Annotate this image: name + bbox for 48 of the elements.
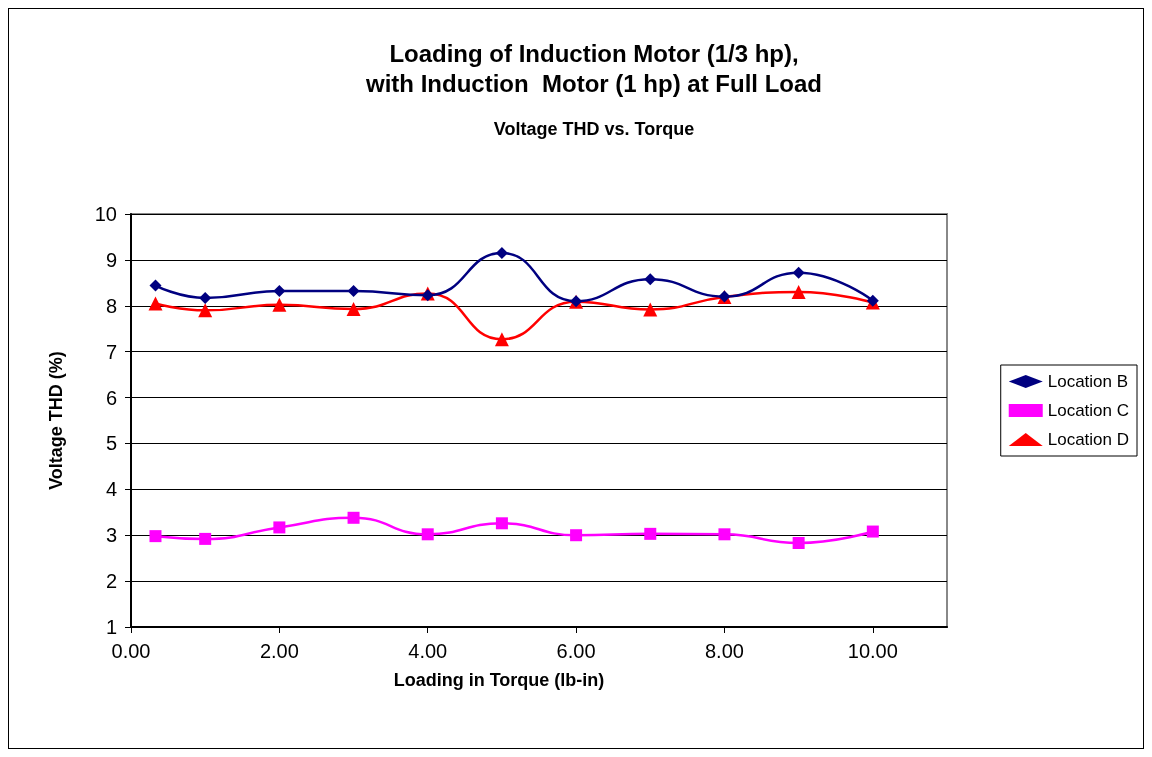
y-tick-label: 1	[105, 616, 117, 638]
point	[347, 511, 360, 524]
point	[198, 303, 213, 318]
point	[272, 297, 287, 312]
chart-title: Loading of Induction Motor (1/3 hp), with Induction Motor (1 hp) at Full Load	[365, 39, 822, 97]
x-tick-label: 10.00	[847, 640, 898, 662]
y-tick-label: 10	[94, 203, 117, 225]
point	[792, 537, 805, 550]
y-tick-label: 7	[105, 340, 117, 363]
legend-label: Location B	[1047, 372, 1129, 391]
point	[149, 530, 162, 543]
point	[495, 247, 508, 260]
point	[791, 285, 806, 300]
x-tick-label: 4.00	[408, 640, 448, 662]
y-tick-label: 4	[105, 478, 117, 501]
point	[718, 528, 731, 541]
y-tick-label: 5	[105, 432, 117, 455]
point	[644, 527, 657, 540]
point	[494, 332, 509, 347]
x-tick-label: 0.00	[111, 640, 151, 662]
y-tick-label: 8	[105, 294, 117, 317]
point	[644, 273, 657, 286]
x-axis-title: Loading in Torque (lb-in)	[393, 670, 605, 690]
point	[866, 525, 879, 538]
y-tick-label: 2	[105, 570, 117, 593]
y-axis-title: Voltage THD (%)	[46, 351, 66, 490]
x-tick-label: 6.00	[556, 640, 596, 662]
point	[495, 517, 508, 530]
legend-label: Location D	[1047, 430, 1130, 449]
point	[148, 296, 163, 311]
point	[199, 532, 212, 545]
point	[792, 266, 805, 279]
chart-subtitle: Voltage THD vs. Torque	[493, 119, 695, 139]
x-tick-label: 2.00	[259, 640, 299, 662]
point	[421, 528, 434, 541]
legend-label: Location C	[1047, 401, 1130, 420]
point	[347, 285, 360, 298]
y-tick-label: 6	[105, 386, 117, 409]
point	[570, 529, 583, 542]
point	[199, 291, 212, 304]
y-tick-label: 3	[105, 524, 117, 547]
point	[273, 285, 286, 298]
point	[346, 301, 361, 316]
y-tick-label: 9	[105, 248, 117, 271]
x-tick-label: 8.00	[704, 640, 744, 662]
point	[273, 521, 286, 534]
point	[149, 279, 162, 292]
point	[643, 302, 658, 317]
